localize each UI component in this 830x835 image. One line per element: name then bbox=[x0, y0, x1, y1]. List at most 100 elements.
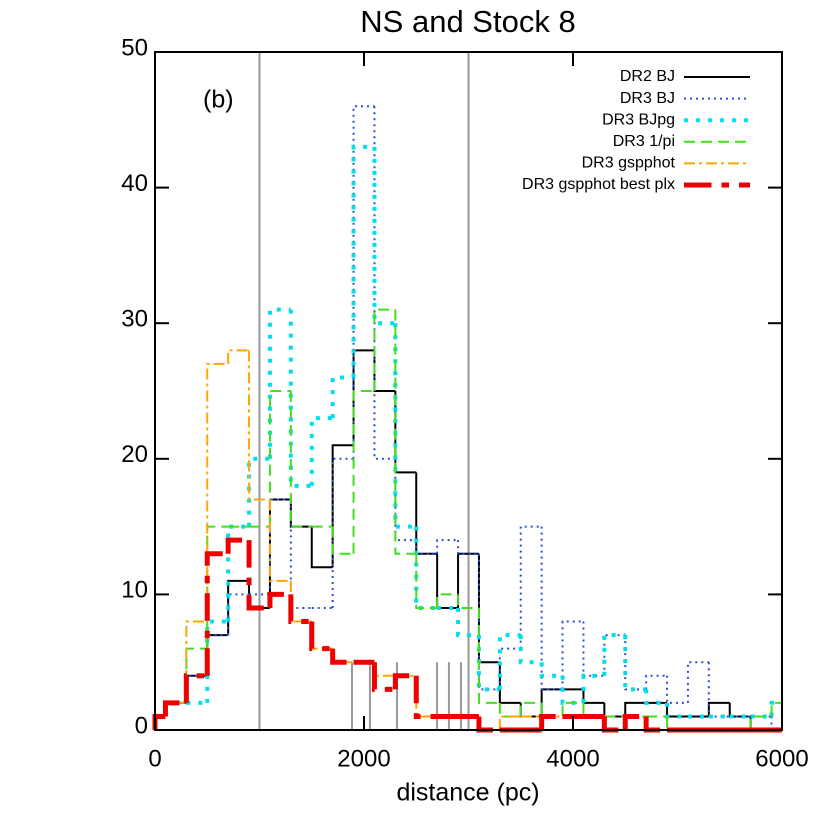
histogram-step bbox=[498, 647, 521, 690]
histogram-step bbox=[267, 307, 291, 459]
histogram-step bbox=[152, 713, 166, 730]
histogram-step bbox=[415, 675, 438, 718]
histogram-step bbox=[373, 662, 396, 677]
histogram-step bbox=[518, 635, 542, 665]
histogram-step bbox=[289, 499, 312, 609]
histogram-step bbox=[185, 620, 208, 703]
histogram-step bbox=[162, 700, 187, 717]
histogram-step bbox=[392, 673, 417, 690]
legend-label: DR2 BJ bbox=[620, 68, 675, 85]
histogram-step bbox=[436, 539, 459, 554]
histogram-step bbox=[394, 391, 417, 474]
histogram-step bbox=[289, 499, 312, 528]
histogram-step bbox=[371, 662, 396, 692]
histogram-step bbox=[330, 648, 354, 665]
histogram-step bbox=[205, 619, 229, 703]
histogram-step bbox=[373, 350, 396, 392]
histogram-step bbox=[268, 498, 291, 595]
histogram-step bbox=[666, 675, 688, 704]
histogram-step bbox=[248, 350, 270, 501]
histogram-step bbox=[309, 621, 333, 652]
histogram-step bbox=[268, 390, 291, 527]
histogram-step bbox=[185, 674, 208, 703]
histogram-step bbox=[310, 526, 333, 569]
histogram-step bbox=[288, 309, 312, 488]
histogram-step bbox=[769, 700, 782, 717]
histogram-step bbox=[415, 540, 438, 555]
histogram-step bbox=[602, 633, 626, 676]
histogram-step bbox=[643, 716, 668, 733]
histogram-step bbox=[373, 106, 396, 460]
histogram-step bbox=[289, 580, 312, 623]
histogram-step bbox=[603, 702, 626, 718]
histogram-step bbox=[666, 702, 688, 718]
histogram-step bbox=[288, 594, 312, 625]
y-tick-label: 20 bbox=[121, 441, 148, 468]
legend-label: DR3 1/pi bbox=[613, 133, 675, 150]
histogram-step bbox=[540, 688, 563, 717]
histogram-step bbox=[413, 675, 438, 719]
histogram-step bbox=[393, 323, 417, 529]
histogram-step bbox=[352, 105, 375, 459]
y-tick-label: 0 bbox=[135, 712, 148, 739]
histogram-step bbox=[227, 579, 250, 636]
legend-label: DR3 gspphot bbox=[582, 155, 676, 172]
x-axis-label: distance (pc) bbox=[396, 779, 539, 807]
histogram-step bbox=[206, 362, 229, 622]
histogram-step bbox=[561, 620, 584, 690]
histogram-step bbox=[372, 146, 396, 326]
legend-label: DR3 BJ bbox=[620, 90, 675, 107]
histogram-step bbox=[394, 309, 417, 555]
histogram-step bbox=[477, 553, 500, 664]
histogram-step bbox=[457, 594, 479, 609]
histogram-step bbox=[539, 713, 563, 730]
histogram-step bbox=[185, 674, 208, 703]
histogram-step bbox=[603, 634, 626, 676]
histogram-step bbox=[498, 715, 521, 730]
histogram-step bbox=[623, 635, 647, 692]
histogram-step bbox=[581, 673, 605, 703]
histogram-step bbox=[665, 702, 688, 719]
x-tick-label: 0 bbox=[148, 745, 161, 772]
y-tick-label: 30 bbox=[121, 306, 148, 333]
histogram-step bbox=[477, 607, 500, 704]
histogram-step bbox=[226, 524, 250, 622]
histogram-step bbox=[267, 591, 291, 608]
histogram-step bbox=[352, 349, 375, 446]
histogram-step bbox=[686, 661, 709, 703]
histogram-step bbox=[331, 526, 354, 555]
histogram-step bbox=[539, 662, 563, 678]
histogram-step bbox=[601, 716, 626, 733]
histogram-step bbox=[227, 349, 250, 364]
histogram-step bbox=[624, 635, 647, 691]
histogram-step bbox=[707, 701, 730, 717]
histogram-step bbox=[331, 457, 354, 608]
histogram-step bbox=[497, 633, 521, 690]
histogram-step bbox=[225, 537, 250, 554]
histogram-step bbox=[289, 391, 312, 528]
histogram-step bbox=[330, 375, 354, 419]
histogram-step bbox=[246, 540, 270, 611]
histogram-step bbox=[352, 390, 375, 554]
histogram-step bbox=[331, 444, 354, 568]
histogram-step bbox=[624, 701, 647, 717]
y-tick-label: 50 bbox=[121, 34, 148, 61]
histogram-step bbox=[206, 525, 229, 649]
histogram-step bbox=[498, 702, 521, 718]
histogram-step bbox=[227, 593, 250, 636]
histogram-step bbox=[582, 621, 605, 677]
histogram-step bbox=[582, 689, 605, 704]
histogram-step bbox=[268, 498, 291, 608]
plot-frame bbox=[154, 51, 783, 731]
histogram-step bbox=[183, 673, 208, 703]
x-tick-label: 4000 bbox=[546, 745, 599, 772]
histogram-step bbox=[770, 701, 782, 717]
histogram-step bbox=[476, 716, 500, 733]
histogram-step bbox=[436, 553, 459, 609]
histogram-step bbox=[728, 702, 751, 718]
x-tick-label: 6000 bbox=[755, 745, 808, 772]
legend-label: DR3 BJpg bbox=[602, 111, 675, 128]
histogram-step bbox=[351, 144, 375, 378]
histogram-step bbox=[644, 689, 668, 705]
histogram-step bbox=[477, 553, 500, 691]
